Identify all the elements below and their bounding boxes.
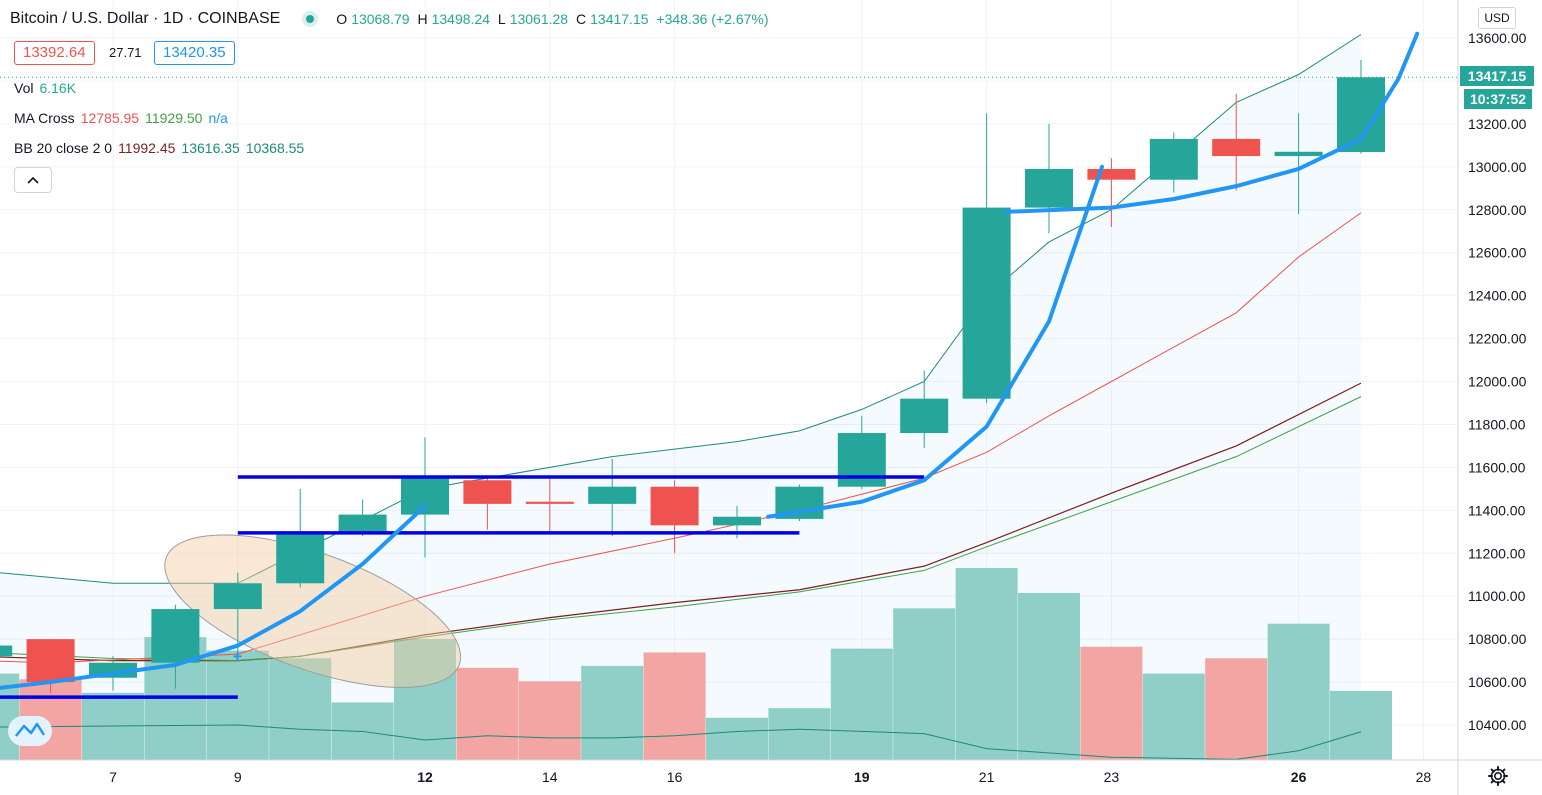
volume-bar	[643, 652, 706, 760]
candle-body	[276, 531, 325, 584]
candle-body	[213, 583, 262, 610]
y-tick-label: 11800.00	[1468, 416, 1526, 432]
last-price-label: 13417.15	[1460, 66, 1534, 86]
ma-slow-value: 11929.50	[145, 110, 203, 126]
volume-bar	[456, 667, 519, 760]
candle-body	[1025, 168, 1073, 208]
x-tick-label: 23	[1104, 769, 1120, 785]
volume-bar	[1267, 623, 1330, 760]
volume-bar	[768, 708, 831, 760]
bb-band-fill	[0, 34, 1361, 760]
x-tick-label: 21	[979, 769, 995, 785]
x-tick-label: 9	[234, 769, 242, 785]
y-tick-label: 11400.00	[1468, 502, 1526, 518]
chevron-up-icon	[27, 176, 39, 184]
close-value: 13417.15	[590, 11, 649, 27]
volume-bar	[1080, 646, 1143, 760]
candle-body	[401, 478, 449, 515]
high-value: 13498.24	[431, 11, 491, 27]
parabolic-curve-3	[1003, 31, 1420, 214]
y-tick-label: 12400.00	[1468, 288, 1527, 304]
y-tick-label: 11200.00	[1468, 545, 1526, 561]
y-tick-label: 10800.00	[1468, 631, 1527, 647]
volume-value: 6.16K	[39, 80, 77, 96]
candle-body	[525, 501, 574, 504]
bb-lower-value: 10368.55	[245, 140, 305, 156]
bb-upper-value: 13616.35	[181, 140, 240, 156]
candle-body	[151, 609, 200, 663]
candle-body	[463, 480, 512, 504]
buy-price-button[interactable]: 13420.35	[154, 41, 235, 65]
symbol-title[interactable]: Bitcoin / U.S. Dollar · 1D · COINBASE	[10, 10, 281, 27]
sell-price-button[interactable]: 13392.64	[14, 41, 95, 65]
currency-button[interactable]: USD	[1478, 7, 1516, 29]
volume-bar	[1330, 690, 1392, 760]
open-value: 13068.79	[351, 11, 410, 27]
y-tick-label: 12600.00	[1468, 245, 1527, 261]
volume-bar	[706, 717, 768, 760]
volume-bar	[1205, 658, 1268, 760]
market-status-icon	[306, 15, 315, 23]
x-tick-label: 12	[417, 769, 433, 785]
ellipse-annotation	[164, 534, 462, 688]
bb-lower-line	[0, 724, 1362, 760]
low-value: 13061.28	[509, 11, 569, 27]
x-tick-label: 19	[854, 769, 870, 785]
candle-body	[650, 486, 699, 526]
bb-basis-value: 11992.45	[118, 140, 176, 156]
spread-value: 27.71	[109, 45, 142, 60]
collapse-legend-button[interactable]	[14, 167, 52, 193]
gear-icon[interactable]	[1486, 764, 1510, 788]
candle-body	[338, 514, 387, 532]
y-tick-label: 11600.00	[1468, 459, 1526, 475]
ma-fast-value: 12785.95	[80, 110, 140, 126]
candle-body	[962, 207, 1011, 399]
volume-bar	[893, 608, 956, 760]
candle-body	[1149, 138, 1198, 180]
x-tick-label: 7	[109, 769, 117, 785]
candle-body	[1087, 168, 1136, 180]
cursor-cross-icon: +	[233, 648, 242, 665]
candle-body	[588, 486, 637, 504]
parabolic-curve-2	[766, 164, 1105, 519]
ma-extra-value: n/a	[208, 110, 228, 126]
ma-cross-legend[interactable]: MA Cross 12785.95 11929.50 n/a	[14, 110, 228, 126]
y-tick-label: 11000.00	[1468, 588, 1526, 604]
y-tick-label: 12000.00	[1468, 374, 1527, 390]
candle-body	[1274, 151, 1323, 157]
change-value: +348.36 (+2.67%)	[656, 11, 769, 27]
volume-bar	[518, 681, 581, 760]
x-tick-label: 26	[1291, 769, 1307, 785]
volume-bar	[581, 665, 644, 760]
volume-bar	[1018, 592, 1080, 760]
x-tick-label: 16	[667, 769, 683, 785]
y-tick-label: 10600.00	[1468, 674, 1527, 690]
volume-legend[interactable]: Vol 6.16K	[14, 80, 77, 96]
y-tick-label: 13600.00	[1468, 30, 1527, 46]
volume-bar	[830, 648, 893, 760]
volume-bar	[206, 650, 269, 760]
bb-legend[interactable]: BB 20 close 2 0 11992.45 13616.35 10368.55	[14, 140, 305, 156]
y-tick-label: 13000.00	[1468, 159, 1527, 175]
candle-body	[713, 516, 761, 526]
candle-body	[26, 639, 75, 683]
candle-body	[1212, 138, 1261, 157]
y-tick-label: 10400.00	[1468, 717, 1527, 733]
y-tick-label: 12800.00	[1468, 202, 1527, 218]
parabolic-curve-1	[0, 504, 427, 690]
candle-body	[900, 398, 949, 434]
ohlc-values: O 13068.79 H 13498.24 L 13061.28 C 13417.15 …	[336, 11, 769, 27]
y-tick-label: 12200.00	[1468, 331, 1527, 347]
x-tick-label: 14	[542, 769, 558, 785]
x-tick-label: 28	[1416, 769, 1432, 785]
volume-bar	[955, 568, 1018, 760]
logo-icon	[15, 722, 46, 737]
bb-upper-line	[0, 34, 1362, 584]
bar-countdown-label: 10:37:52	[1464, 89, 1532, 109]
y-tick-label: 13200.00	[1468, 116, 1527, 132]
candle-body	[0, 645, 13, 657]
volume-bar	[1142, 673, 1205, 760]
